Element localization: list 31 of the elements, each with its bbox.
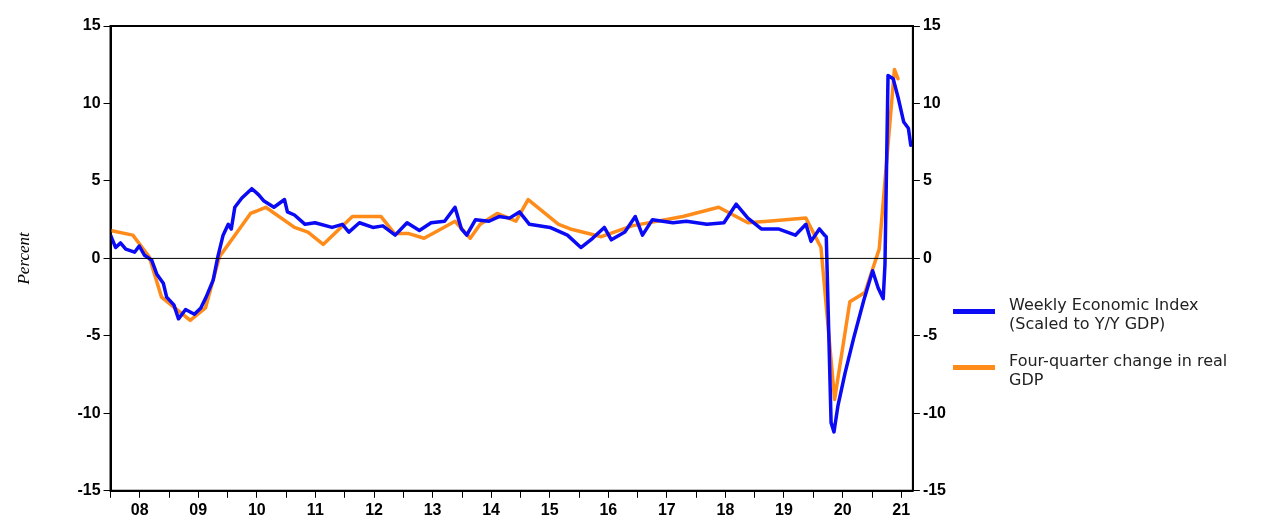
y-tick-label: 0 [91, 248, 101, 266]
x-tick-label: 10 [247, 500, 266, 518]
y-tick-label: 10 [82, 93, 101, 111]
x-tick-label: 09 [189, 500, 208, 518]
y-tick-label: -15 [77, 481, 101, 499]
y-tick-label: 5 [91, 171, 101, 189]
x-tick-label: 12 [365, 500, 384, 518]
y2-tick-label: -15 [922, 481, 947, 499]
y2-tick-label: 0 [922, 248, 932, 266]
x-tick-label: 15 [540, 500, 559, 518]
x-tick-label: 20 [833, 500, 852, 518]
y-tick-label: -10 [77, 403, 101, 421]
x-tick-label: 14 [482, 500, 501, 518]
legend-label: Weekly Economic Index (Scaled to Y/Y GDP) [1009, 294, 1200, 333]
x-tick-label: 17 [657, 500, 676, 518]
y2-tick-label: -5 [922, 326, 938, 344]
y-tick-label: 15 [82, 16, 101, 34]
y2-tick-label: -10 [922, 403, 947, 421]
y2-tick-label: 5 [922, 171, 932, 189]
x-tick-label: 19 [775, 500, 793, 518]
legend-label: Four-quarter change in real GDP [1009, 350, 1229, 389]
x-tick-label: 11 [306, 500, 324, 518]
x-tick-label: 13 [423, 500, 442, 518]
x-tick-label: 21 [892, 500, 911, 518]
y-axis-title: Percent [13, 231, 33, 286]
y2-tick-label: 15 [922, 16, 941, 34]
x-tick-label: 16 [599, 500, 618, 518]
x-tick-label: 08 [130, 500, 149, 518]
y-tick-label: -5 [86, 326, 101, 344]
y2-tick-label: 10 [922, 93, 941, 111]
x-tick-label: 18 [716, 500, 735, 518]
